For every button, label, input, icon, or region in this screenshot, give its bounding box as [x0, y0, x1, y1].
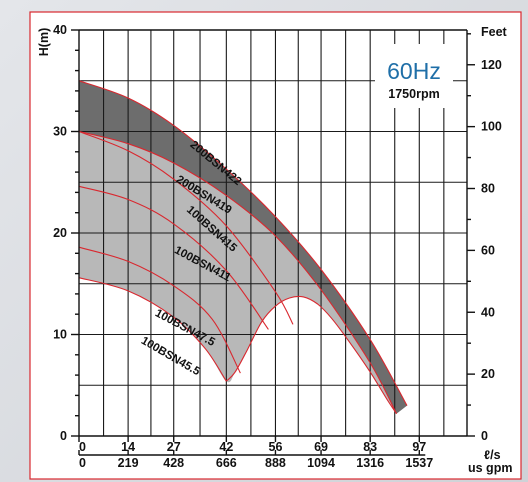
- y-tick-label: 0: [60, 429, 67, 443]
- chart-title: 60Hz: [387, 58, 441, 84]
- gpm-tick-label: 888: [265, 456, 286, 470]
- pump-curves: [78, 80, 408, 415]
- band-dark: [79, 80, 407, 414]
- feet-tick-label: 20: [481, 367, 495, 381]
- x-tick-label: 0: [79, 440, 86, 454]
- gpm-tick-label: 0: [79, 456, 86, 470]
- x-tick-label: 97: [412, 440, 426, 454]
- efficiency-boundary-curve: [225, 295, 397, 415]
- gpm-tick-label: 428: [163, 456, 184, 470]
- gpm-tick-label: 219: [118, 456, 139, 470]
- x-tick-label: 56: [269, 440, 283, 454]
- chart-subtitle: 1750rpm: [388, 87, 439, 101]
- y-tick-label: 10: [53, 328, 67, 342]
- title-box: [375, 44, 453, 108]
- feet-tick-label: 60: [481, 243, 495, 257]
- curve-200bsn422: [78, 80, 408, 406]
- y-axis-label: H(m): [37, 28, 51, 56]
- right-axis-label: Feet: [481, 25, 508, 39]
- y-tick-label: 40: [53, 23, 67, 37]
- gpm-tick-label: 1094: [307, 456, 335, 470]
- gpm-tick-label: 1316: [356, 456, 384, 470]
- feet-tick-label: 120: [481, 58, 502, 72]
- y-tick-label: 20: [53, 226, 67, 240]
- feet-tick-label: 100: [481, 120, 502, 134]
- gpm-tick-label: 1537: [405, 456, 433, 470]
- curve-200bsn419: [78, 130, 397, 414]
- curve-100bsn411: [78, 185, 269, 330]
- feet-tick-label: 0: [481, 429, 488, 443]
- feet-tick-label: 40: [481, 305, 495, 319]
- x-tick-label: 27: [167, 440, 181, 454]
- feet-tick-label: 80: [481, 182, 495, 196]
- axes: 0102030400204060801001200014219274284266…: [53, 23, 502, 470]
- curve-100bsn45.5: [78, 277, 227, 382]
- shaded-regions: [79, 80, 407, 414]
- x-axis-bottom-unit: us gpm: [468, 461, 512, 475]
- x-tick-label: 69: [314, 440, 328, 454]
- y-tick-label: 30: [53, 125, 67, 139]
- curve-100bsn47.5: [78, 246, 241, 374]
- gpm-tick-label: 666: [216, 456, 237, 470]
- x-tick-label: 83: [363, 440, 377, 454]
- x-axis-top-unit: ℓ/s: [484, 448, 501, 462]
- band-light: [79, 131, 397, 414]
- x-tick-label: 14: [121, 440, 135, 454]
- curve-100bsn415: [78, 130, 294, 325]
- x-tick-label: 42: [219, 440, 233, 454]
